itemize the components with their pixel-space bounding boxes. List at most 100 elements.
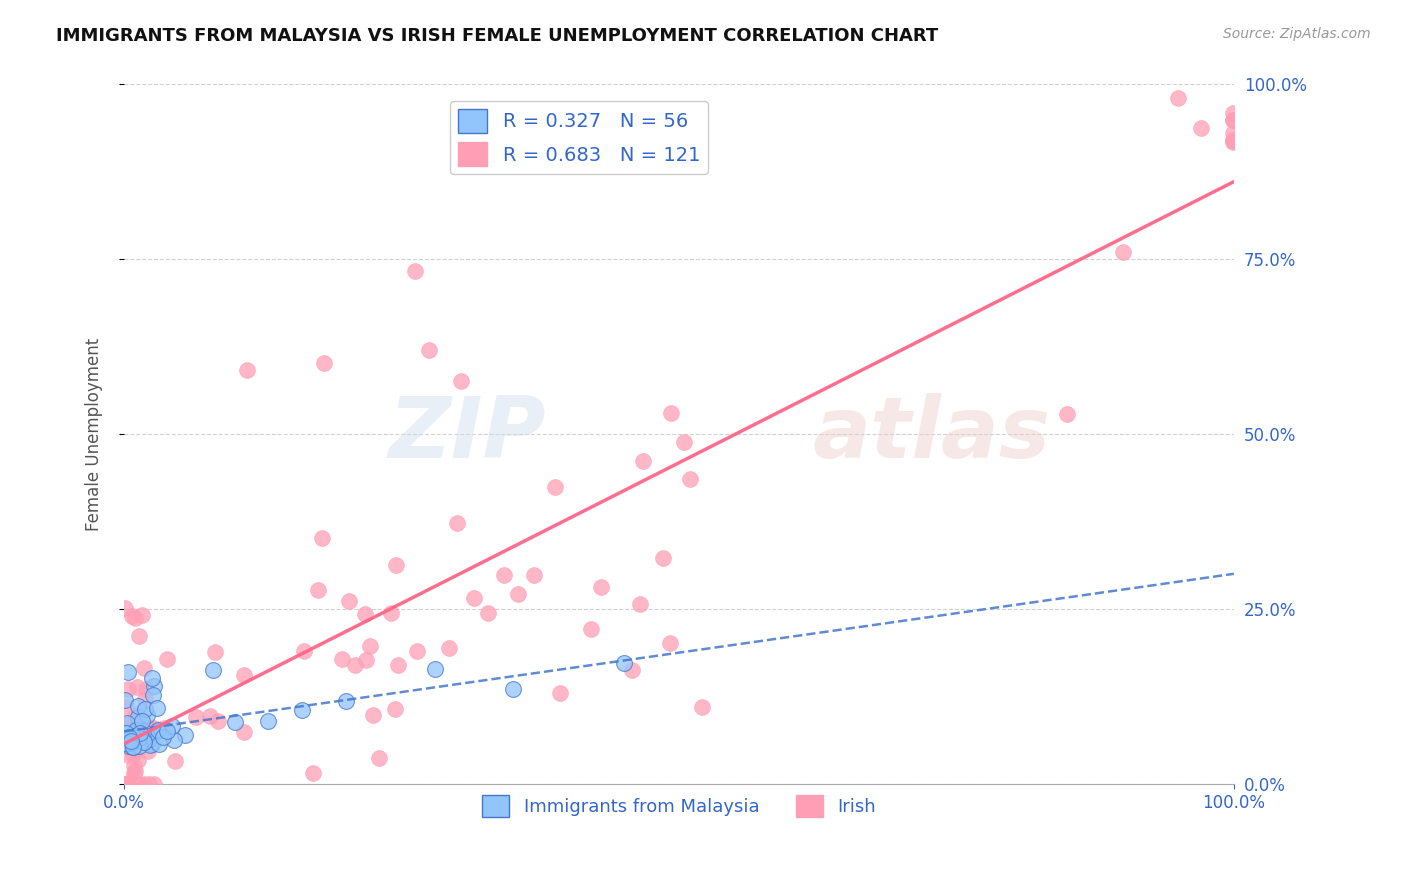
Point bbox=[612, 656, 634, 670]
Point bbox=[122, 777, 145, 791]
Point bbox=[117, 665, 139, 679]
Point bbox=[121, 777, 143, 791]
Point bbox=[232, 668, 254, 682]
Point bbox=[128, 733, 150, 747]
Point bbox=[115, 722, 138, 736]
Point bbox=[121, 739, 143, 754]
Point bbox=[1222, 113, 1244, 128]
Point bbox=[125, 777, 148, 791]
Point bbox=[128, 777, 150, 791]
Point bbox=[135, 681, 157, 696]
Point bbox=[153, 722, 176, 736]
Point bbox=[492, 568, 515, 582]
Point bbox=[142, 688, 165, 702]
Point bbox=[129, 725, 152, 739]
Point bbox=[591, 580, 613, 594]
Point bbox=[544, 480, 567, 494]
Point bbox=[679, 472, 702, 486]
Point bbox=[385, 558, 408, 573]
Point bbox=[446, 516, 468, 530]
Point bbox=[337, 594, 360, 608]
Point bbox=[1222, 127, 1244, 141]
Text: Source: ZipAtlas.com: Source: ZipAtlas.com bbox=[1223, 27, 1371, 41]
Point bbox=[114, 777, 136, 791]
Point bbox=[128, 629, 150, 643]
Point bbox=[132, 722, 155, 736]
Point bbox=[257, 714, 280, 728]
Point bbox=[141, 671, 163, 685]
Point bbox=[224, 715, 246, 730]
Point bbox=[291, 703, 314, 717]
Point bbox=[628, 597, 651, 611]
Point bbox=[115, 736, 138, 750]
Point bbox=[135, 729, 157, 743]
Point bbox=[439, 641, 461, 656]
Point bbox=[127, 699, 149, 714]
Point bbox=[114, 722, 136, 736]
Point bbox=[163, 754, 186, 768]
Point bbox=[120, 724, 142, 739]
Point bbox=[423, 662, 446, 676]
Point bbox=[312, 355, 335, 369]
Point bbox=[367, 751, 389, 765]
Point bbox=[131, 714, 153, 729]
Point bbox=[114, 736, 136, 750]
Point bbox=[138, 777, 160, 791]
Point bbox=[134, 777, 156, 791]
Point bbox=[114, 777, 136, 791]
Point bbox=[292, 644, 315, 658]
Point bbox=[380, 607, 402, 621]
Point bbox=[135, 722, 157, 736]
Point bbox=[142, 680, 165, 694]
Point bbox=[120, 736, 142, 750]
Point bbox=[117, 722, 139, 736]
Point bbox=[1222, 133, 1244, 147]
Point bbox=[115, 726, 138, 740]
Point bbox=[124, 723, 146, 737]
Point bbox=[127, 753, 149, 767]
Point bbox=[118, 739, 141, 753]
Point bbox=[136, 708, 159, 723]
Point bbox=[117, 748, 139, 763]
Point bbox=[198, 709, 221, 723]
Point bbox=[134, 702, 156, 716]
Point bbox=[127, 777, 149, 791]
Point bbox=[118, 723, 141, 737]
Point bbox=[127, 722, 149, 736]
Point bbox=[359, 639, 381, 653]
Point bbox=[120, 733, 142, 747]
Text: IMMIGRANTS FROM MALAYSIA VS IRISH FEMALE UNEMPLOYMENT CORRELATION CHART: IMMIGRANTS FROM MALAYSIA VS IRISH FEMALE… bbox=[56, 27, 938, 45]
Point bbox=[138, 738, 160, 752]
Point bbox=[118, 777, 141, 791]
Point bbox=[138, 744, 160, 758]
Point bbox=[132, 734, 155, 748]
Point bbox=[1222, 106, 1244, 120]
Point bbox=[1056, 407, 1078, 421]
Point bbox=[659, 406, 682, 420]
Point bbox=[138, 732, 160, 747]
Point bbox=[1167, 91, 1189, 105]
Point bbox=[122, 740, 145, 755]
Point bbox=[502, 682, 524, 697]
Point bbox=[120, 734, 142, 748]
Point bbox=[115, 777, 138, 791]
Point bbox=[631, 454, 654, 468]
Point bbox=[132, 734, 155, 748]
Point bbox=[361, 707, 384, 722]
Point bbox=[131, 722, 153, 736]
Point bbox=[506, 587, 529, 601]
Point bbox=[232, 724, 254, 739]
Point bbox=[523, 568, 546, 582]
Point bbox=[343, 658, 366, 673]
Point bbox=[120, 732, 142, 747]
Point bbox=[117, 681, 139, 696]
Point bbox=[163, 733, 186, 747]
Text: atlas: atlas bbox=[813, 393, 1050, 476]
Point bbox=[114, 693, 136, 707]
Point bbox=[115, 700, 138, 714]
Point bbox=[1189, 121, 1212, 136]
Point bbox=[122, 747, 145, 761]
Point bbox=[114, 601, 136, 615]
Point bbox=[201, 663, 224, 677]
Point bbox=[115, 731, 138, 746]
